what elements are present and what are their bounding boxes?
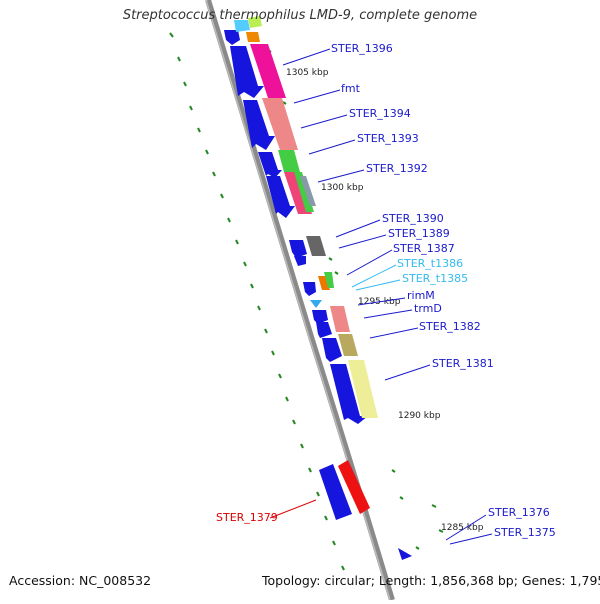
- tick-label-1305: 1305 kbp: [286, 68, 329, 78]
- gene-blocks-inner: [230, 46, 412, 560]
- accession-text: Accession: NC_008532: [9, 573, 152, 588]
- gene-label[interactable]: STER_1389: [388, 227, 450, 240]
- gene-label[interactable]: STER_1375: [494, 526, 556, 539]
- map-title: Streptococcus thermophilus LMD-9, comple…: [122, 8, 478, 23]
- gene-label-highlight[interactable]: STER_1379: [216, 511, 278, 524]
- gene-label[interactable]: rimM: [407, 289, 435, 302]
- gene-label[interactable]: STER_1396: [331, 42, 393, 55]
- top-features: [224, 16, 262, 45]
- gene-label[interactable]: STER_1382: [419, 320, 481, 333]
- tick-label-1290: 1290 kbp: [398, 411, 441, 421]
- genome-summary-text: Topology: circular; Length: 1,856,368 bp…: [262, 573, 600, 588]
- gene-label[interactable]: STER_1393: [357, 132, 419, 145]
- gene-label[interactable]: fmt: [341, 82, 361, 95]
- tick-label-1285: 1285 kbp: [441, 523, 484, 533]
- label-leaders: [269, 48, 493, 545]
- gene-label[interactable]: STER_1392: [366, 162, 428, 175]
- gene-label[interactable]: STER_t1386: [397, 257, 463, 270]
- gene-label[interactable]: trmD: [414, 302, 442, 315]
- gene-labels: STER_1396 fmt STER_1394 STER_1393 STER_1…: [216, 42, 556, 539]
- trna-markers: [310, 300, 322, 308]
- gene-label[interactable]: STER_1387: [393, 242, 455, 255]
- gene-label[interactable]: STER_1376: [488, 506, 550, 519]
- gene-blocks-outer: [250, 44, 378, 514]
- tick-label-1300: 1300 kbp: [321, 183, 364, 193]
- gene-label[interactable]: STER_1394: [349, 107, 411, 120]
- gene-label[interactable]: STER_t1385: [402, 272, 468, 285]
- gene-label[interactable]: STER_1381: [432, 357, 494, 370]
- gene-label[interactable]: STER_1390: [382, 212, 444, 225]
- outer-tick-ring: [169, 32, 345, 571]
- genome-backbone: [205, 0, 395, 601]
